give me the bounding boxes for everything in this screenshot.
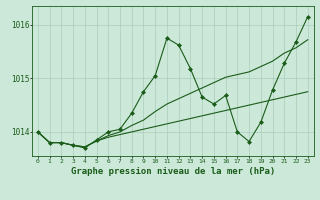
X-axis label: Graphe pression niveau de la mer (hPa): Graphe pression niveau de la mer (hPa) <box>71 167 275 176</box>
